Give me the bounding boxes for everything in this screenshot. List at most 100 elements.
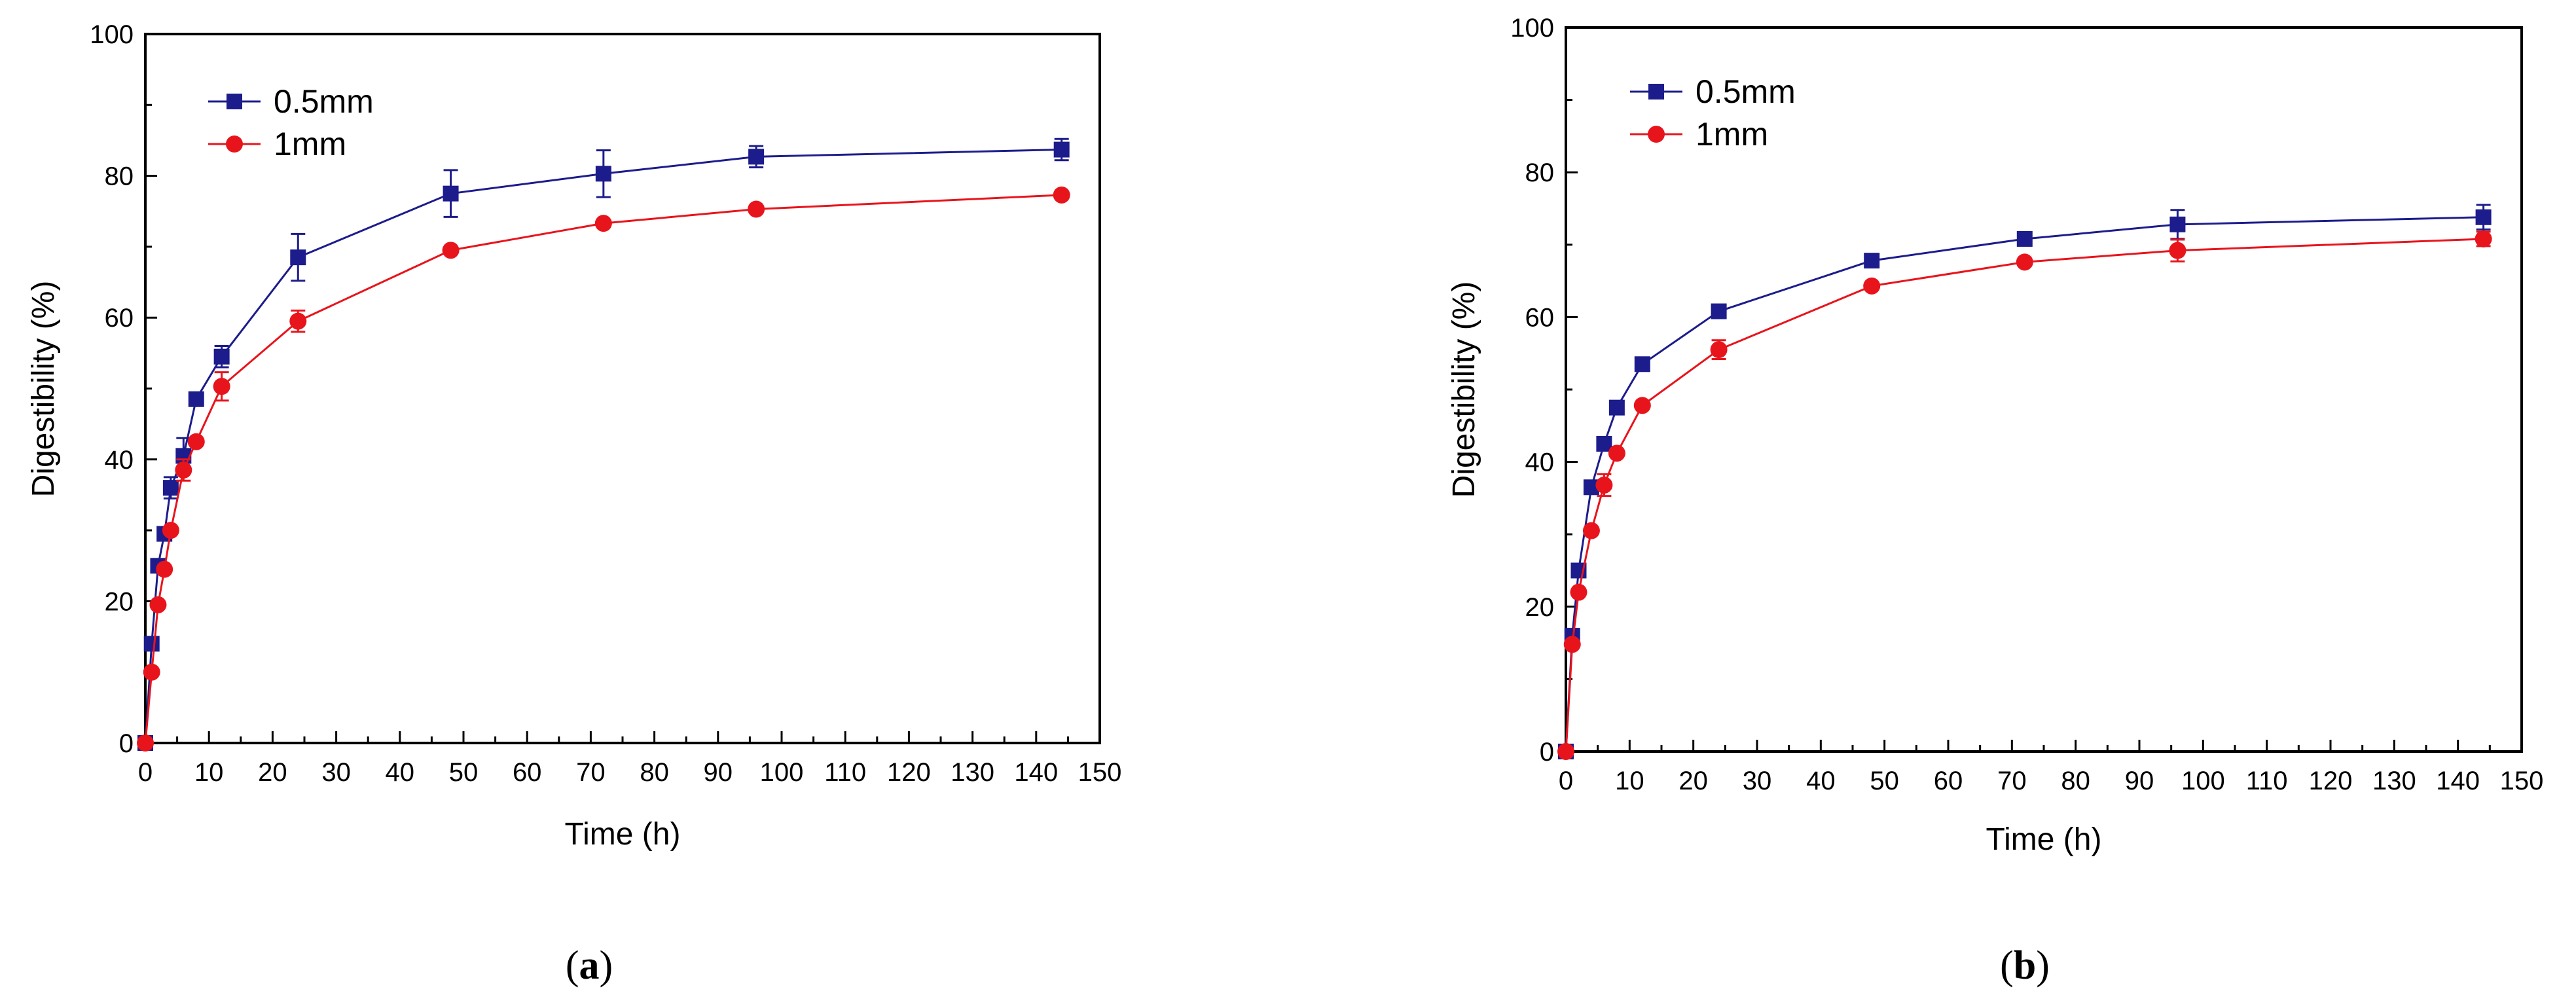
x-tick-label: 10 [1615,767,1644,795]
x-tick-label: 40 [1806,767,1836,795]
data-point-circle [213,378,230,395]
series-layer [137,137,1070,752]
data-point-square [748,149,765,165]
data-point-square [1634,356,1650,372]
legend-label-circle: 1mm [1696,116,1768,153]
x-tick-label: 80 [2061,767,2090,795]
chart-panel-b: 0 20 40 60 80 100 0 10 20 30 40 50 60 70 80 90 100 110 12… [1447,14,2543,988]
x-tick-label: 140 [2436,767,2480,795]
x-tick-label: 100 [2181,767,2225,795]
x-tick-label: 0 [138,758,153,787]
data-point-circle [289,312,307,330]
data-point-circle [2169,242,2186,259]
x-axis-title: Time (h) [565,817,681,852]
x-axis-ticks: 0 10 20 30 40 50 60 70 80 90 100 110 120 130 140 150 [138,731,1122,787]
x-tick-label: 50 [449,758,479,787]
data-point-square [1711,303,1727,319]
data-point-circle [1582,522,1600,539]
x-tick-label: 60 [513,758,542,787]
data-point-square [1608,399,1625,416]
x-tick-label: 120 [887,758,931,787]
data-point-circle [1863,277,1881,295]
y-tick-label: 0 [119,729,134,758]
x-tick-label: 70 [576,758,606,787]
x-tick-label: 150 [1078,758,1122,787]
chart-panel-a: 0 20 40 60 80 100 0 10 20 30 40 50 60 70 80 90 100 110 12… [26,20,1121,988]
y-axis-ticks: 0 20 40 60 80 100 [90,20,157,758]
y-axis-ticks: 0 20 40 60 80 100 [1510,14,1578,767]
legend-marker-circle [226,136,243,153]
data-point-square [595,166,611,182]
x-tick-label: 40 [386,758,415,787]
x-tick-label: 90 [2125,767,2154,795]
y-tick-label: 20 [105,587,134,616]
data-point-square [188,391,204,407]
legend-label-square: 0.5mm [274,83,374,120]
legend-label-square: 0.5mm [1696,73,1796,110]
data-point-square [443,185,459,202]
data-point-square [1864,253,1880,269]
legend-label-circle: 1mm [274,126,346,162]
data-point-circle [1595,476,1613,494]
data-point-square [1053,141,1070,158]
data-point-square [2475,209,2492,225]
data-point-circle [1608,444,1625,462]
series-line-square [144,149,1062,744]
x-tick-label: 20 [258,758,287,787]
y-tick-label: 60 [105,304,134,333]
data-point-circle [1557,743,1574,760]
x-axis-title: Time (h) [1986,822,2102,857]
x-tick-label: 150 [2500,767,2544,795]
y-axis-title: Digestibility (%) [26,281,61,498]
y-tick-label: 100 [1510,14,1554,43]
legend: 0.5mm 1mm [208,83,374,162]
x-tick-label: 130 [2372,767,2416,795]
data-point-square [2169,216,2186,232]
data-point-circle [442,242,460,259]
data-point-circle [1570,583,1587,601]
data-point-circle [175,462,192,479]
data-point-circle [594,215,612,232]
y-tick-label: 0 [1540,738,1554,767]
data-point-circle [1633,397,1651,414]
data-point-square [1596,435,1612,452]
data-point-circle [1710,341,1728,359]
y-tick-label: 40 [1525,448,1555,477]
x-tick-label: 100 [760,758,804,787]
x-tick-label: 70 [1997,767,2027,795]
x-tick-label: 50 [1870,767,1899,795]
data-point-circle [2016,253,2033,271]
data-point-circle [2475,230,2492,247]
data-point-circle [162,522,179,539]
x-tick-label: 10 [194,758,224,787]
legend: 0.5mm 1mm [1630,73,1796,153]
data-point-circle [748,200,765,218]
x-tick-label: 120 [2309,767,2353,795]
data-point-square [162,480,179,496]
x-tick-label: 110 [824,758,866,787]
data-point-circle [149,596,167,613]
legend-marker-square [227,94,242,109]
data-point-square [290,249,306,266]
x-tick-label: 0 [1559,767,1573,795]
data-point-circle [1563,636,1581,653]
x-tick-label: 80 [640,758,669,787]
x-tick-label: 110 [2246,767,2288,795]
y-tick-label: 20 [1525,593,1555,622]
x-tick-label: 90 [704,758,733,787]
y-tick-label: 80 [1525,158,1555,187]
data-point-circle [156,560,173,578]
legend-marker-square [1648,84,1664,100]
data-point-square [143,636,160,652]
series-layer [1557,204,2492,760]
x-axis-ticks: 0 10 20 30 40 50 60 70 80 90 100 110 120 130 140 150 [1559,740,2544,795]
data-point-circle [187,433,205,450]
panel-caption-a: (a) [566,943,613,988]
series-line-square [1565,216,2484,752]
data-point-circle [143,663,160,681]
x-tick-label: 140 [1014,758,1058,787]
panel-caption-b: (b) [2000,943,2050,988]
data-point-square [213,348,230,365]
x-tick-label: 130 [951,758,994,787]
y-tick-label: 40 [105,446,134,475]
